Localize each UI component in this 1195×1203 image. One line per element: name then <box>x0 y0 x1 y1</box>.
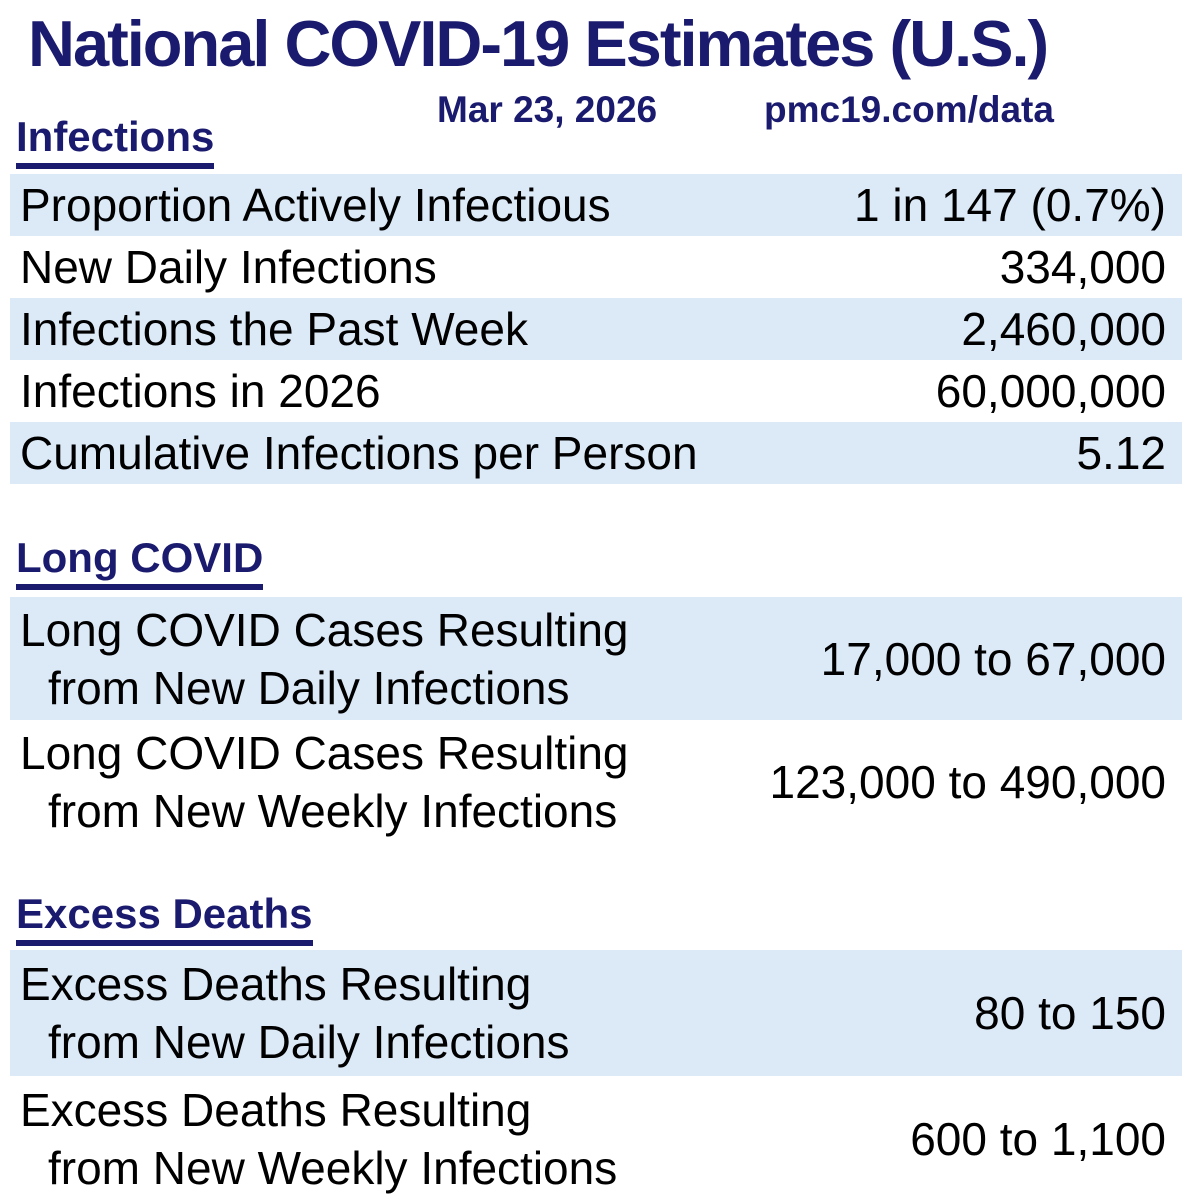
table-row: Cumulative Infections per Person 5.12 <box>10 422 1182 484</box>
excess-deaths-table: Excess Deaths Resulting from New Daily I… <box>10 950 1182 1202</box>
long-covid-table: Long COVID Cases Resulting from New Dail… <box>10 597 1182 843</box>
table-row: Proportion Actively Infectious 1 in 147 … <box>10 174 1182 236</box>
row-value: 1 in 147 (0.7%) <box>854 179 1166 231</box>
row-value: 5.12 <box>1076 427 1166 479</box>
row-value: 17,000 to 67,000 <box>820 632 1166 685</box>
table-row: Infections the Past Week 2,460,000 <box>10 298 1182 360</box>
row-value: 80 to 150 <box>974 987 1166 1039</box>
row-value: 123,000 to 490,000 <box>769 755 1166 808</box>
row-value: 60,000,000 <box>935 365 1166 417</box>
row-value: 2,460,000 <box>961 303 1166 355</box>
table-row: Long COVID Cases Resulting from New Dail… <box>10 597 1182 720</box>
page-title: National COVID-19 Estimates (U.S.) <box>28 7 1049 80</box>
section-heading-long-covid: Long COVID <box>16 537 264 590</box>
row-label-line2: from New Daily Infections <box>48 1016 570 1068</box>
row-label-line2: from New Weekly Infections <box>48 784 618 837</box>
section-heading-infections: Infections <box>16 116 215 169</box>
table-row: Infections in 2026 60,000,000 <box>10 360 1182 422</box>
row-label: Proportion Actively Infectious <box>20 179 611 231</box>
row-label-line2: from New Daily Infections <box>48 661 570 714</box>
row-label-line1: Excess Deaths Resulting <box>20 1084 532 1136</box>
report-date: Mar 23, 2026 <box>437 89 658 130</box>
row-label: Infections the Past Week <box>20 303 528 355</box>
row-label: Excess Deaths Resulting from New Weekly … <box>20 1081 617 1197</box>
row-label: Excess Deaths Resulting from New Daily I… <box>20 955 570 1071</box>
row-label-line1: Excess Deaths Resulting <box>20 958 532 1010</box>
row-label: Long COVID Cases Resulting from New Dail… <box>20 601 629 717</box>
row-label-line2: from New Weekly Infections <box>48 1142 618 1194</box>
infections-table: Proportion Actively Infectious 1 in 147 … <box>10 174 1182 484</box>
row-value: 334,000 <box>999 241 1166 293</box>
row-label: Infections in 2026 <box>20 365 381 417</box>
row-label-line1: Long COVID Cases Resulting <box>20 726 629 779</box>
source-url: pmc19.com/data <box>764 89 1054 130</box>
row-label-line1: Long COVID Cases Resulting <box>20 603 629 656</box>
table-row: Excess Deaths Resulting from New Daily I… <box>10 950 1182 1076</box>
table-row: Long COVID Cases Resulting from New Week… <box>10 720 1182 843</box>
row-label: Long COVID Cases Resulting from New Week… <box>20 724 629 840</box>
section-heading-excess-deaths: Excess Deaths <box>16 893 313 946</box>
row-value: 600 to 1,100 <box>910 1113 1166 1165</box>
table-row: Excess Deaths Resulting from New Weekly … <box>10 1076 1182 1202</box>
table-row: New Daily Infections 334,000 <box>10 236 1182 298</box>
row-label: Cumulative Infections per Person <box>20 427 698 479</box>
row-label: New Daily Infections <box>20 241 437 293</box>
